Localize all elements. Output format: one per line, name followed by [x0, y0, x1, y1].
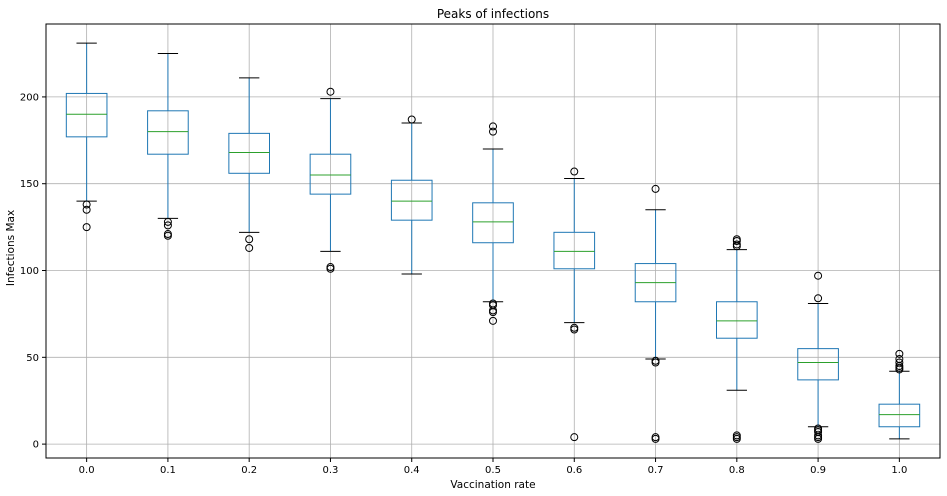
outlier-point — [82, 205, 91, 214]
x-tick-label: 0.2 — [241, 465, 257, 476]
outlier-point — [651, 184, 660, 193]
iqr-box — [309, 153, 352, 195]
iqr-box — [716, 301, 758, 339]
x-tick-label: 0.6 — [566, 465, 582, 476]
box-0.5 — [472, 122, 514, 325]
iqr-box — [878, 403, 921, 428]
x-tick-label: 0.4 — [404, 465, 420, 476]
y-tick-label: 100 — [20, 266, 39, 277]
box-0.2 — [228, 77, 270, 252]
iqr-box — [390, 179, 433, 221]
x-tick-label: 0.3 — [323, 465, 339, 476]
outlier-point — [651, 434, 660, 443]
box-0.8 — [716, 235, 758, 443]
outlier-point — [489, 308, 497, 317]
iqr-box — [472, 202, 514, 244]
outlier-point — [245, 243, 254, 252]
outlier-point — [245, 235, 254, 244]
outlier-point — [732, 434, 741, 443]
x-tick-label: 1.0 — [891, 465, 907, 476]
outlier-point — [326, 264, 335, 273]
outlier-point — [407, 115, 416, 124]
x-tick-label: 0.7 — [648, 465, 664, 476]
y-tick-label: 200 — [20, 92, 39, 103]
x-axis-label: Vaccination rate — [450, 479, 535, 491]
outlier-point — [651, 358, 660, 367]
x-tick-label: 0.9 — [810, 465, 826, 476]
box-0.0 — [65, 42, 108, 232]
outlier-point — [732, 237, 741, 245]
plot-area: 0 50 100 150 200 0.0 0.1 0.2 0.3 0.4 0.5 0.6 0.7 0.8 0… — [20, 23, 941, 476]
box-1.0 — [878, 349, 921, 440]
iqr-box — [228, 132, 270, 174]
iqr-box — [797, 348, 839, 381]
x-tick-label: 0.8 — [729, 465, 745, 476]
outlier-point — [82, 223, 91, 232]
outlier-point — [570, 433, 579, 442]
outlier-point — [814, 294, 823, 303]
y-tick-label: 50 — [26, 353, 39, 364]
outlier-point — [163, 217, 172, 226]
y-axis-label: Infections Max — [5, 210, 17, 286]
outlier-point — [570, 167, 579, 176]
x-tick-label: 0.0 — [79, 465, 95, 476]
iqr-box — [65, 92, 108, 138]
outlier-point — [82, 200, 91, 209]
y-tick-label: 0 — [33, 440, 39, 451]
outlier-point — [163, 231, 172, 240]
chart-title: Peaks of infections — [437, 7, 549, 21]
x-tick-label: 0.1 — [160, 465, 176, 476]
outlier-point — [814, 271, 823, 280]
outlier-point — [570, 325, 579, 334]
outlier-point — [489, 316, 497, 325]
box-0.3 — [309, 87, 352, 273]
x-tick-label: 0.5 — [485, 465, 501, 476]
box-0.4 — [390, 115, 433, 275]
y-tick-label: 150 — [20, 179, 39, 190]
outlier-point — [814, 434, 823, 443]
outlier-point — [895, 365, 904, 374]
box-0.7 — [634, 184, 677, 443]
outlier-point — [489, 122, 497, 131]
outlier-point — [732, 242, 741, 251]
outlier-point — [895, 349, 904, 358]
box-0.6 — [553, 167, 596, 442]
iqr-box — [553, 231, 596, 270]
box-0.1 — [147, 53, 189, 240]
iqr-box — [147, 110, 189, 155]
outlier-point — [489, 127, 497, 136]
outlier-point — [326, 87, 335, 96]
outlier-point — [163, 221, 172, 230]
box-0.9 — [797, 271, 839, 443]
